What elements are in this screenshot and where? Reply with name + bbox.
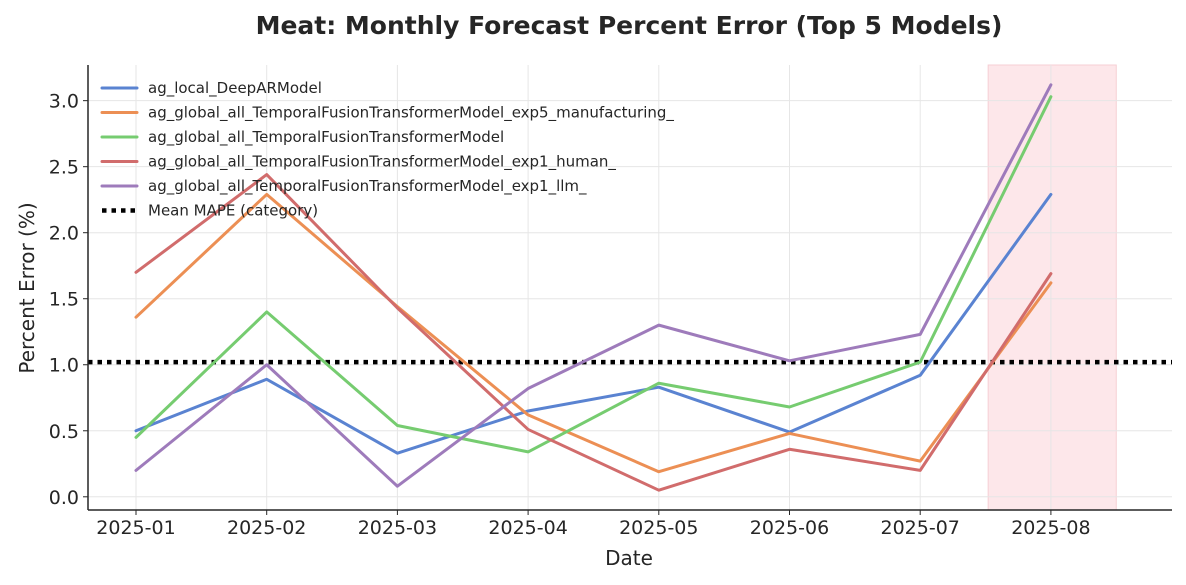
x-axis-label: Date <box>605 546 653 570</box>
legend-label-2: ag_global_all_TemporalFusionTransformerM… <box>148 104 674 123</box>
legend-label-5: ag_global_all_TemporalFusionTransformerM… <box>148 177 587 196</box>
x-tick-label: 2025-03 <box>358 517 437 539</box>
y-axis-label: Percent Error (%) <box>15 202 39 373</box>
chart-title: Meat: Monthly Forecast Percent Error (To… <box>256 11 1003 40</box>
highlight-layer <box>988 65 1116 510</box>
x-tick-label: 2025-01 <box>96 517 175 539</box>
legend-label-3: ag_global_all_TemporalFusionTransformerM… <box>148 128 504 147</box>
y-tick-label: 2.0 <box>49 223 79 245</box>
y-tick-label: 1.5 <box>49 289 79 311</box>
x-tick-label: 2025-08 <box>1011 517 1090 539</box>
x-tick-label: 2025-07 <box>881 517 960 539</box>
series-line-2 <box>136 194 1051 471</box>
y-tick-label: 3.0 <box>49 91 79 113</box>
x-tick-label: 2025-02 <box>227 517 306 539</box>
legend-label-4: ag_global_all_TemporalFusionTransformerM… <box>148 153 616 172</box>
legend: ag_local_DeepARModel ag_global_all_Tempor… <box>102 79 674 220</box>
y-tick-label: 0.0 <box>49 487 79 509</box>
x-tick-label: 2025-05 <box>619 517 698 539</box>
series-line-1 <box>136 194 1051 453</box>
highlight-span <box>988 65 1116 510</box>
legend-label-1: ag_local_DeepARModel <box>148 79 322 98</box>
y-tick-label: 1.0 <box>49 355 79 377</box>
y-tick-label: 0.5 <box>49 421 79 443</box>
y-tick-label: 2.5 <box>49 157 79 179</box>
x-tick-label: 2025-06 <box>750 517 829 539</box>
x-tick-label: 2025-04 <box>488 517 567 539</box>
legend-label-6: Mean MAPE (category) <box>148 202 318 220</box>
